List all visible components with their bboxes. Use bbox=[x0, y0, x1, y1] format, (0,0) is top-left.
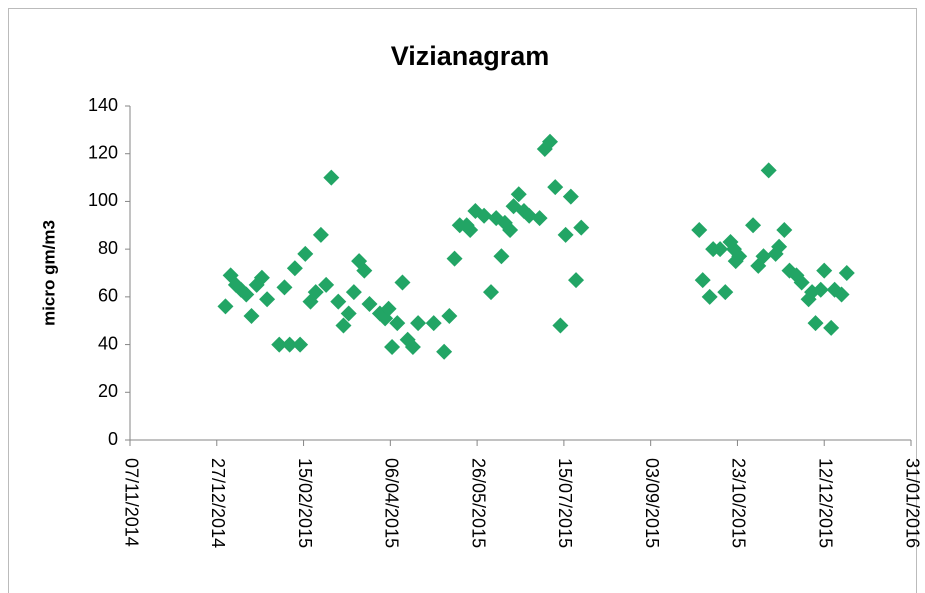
point bbox=[281, 336, 298, 353]
point bbox=[361, 296, 378, 313]
point bbox=[276, 279, 293, 296]
point bbox=[776, 222, 793, 239]
y-tick-label: 20 bbox=[98, 381, 118, 401]
point bbox=[318, 276, 335, 293]
point bbox=[271, 336, 288, 353]
point bbox=[380, 300, 397, 317]
point bbox=[557, 226, 574, 243]
point bbox=[568, 272, 585, 289]
point bbox=[562, 188, 579, 205]
point bbox=[531, 210, 548, 227]
y-tick-label: 100 bbox=[88, 190, 118, 210]
point bbox=[446, 250, 463, 267]
point bbox=[838, 265, 855, 281]
chart-title: Vizianagram bbox=[391, 41, 550, 71]
point bbox=[573, 219, 590, 236]
point bbox=[833, 286, 850, 303]
point bbox=[253, 269, 270, 286]
x-tick-label: 15/07/2015 bbox=[555, 458, 575, 548]
point bbox=[217, 298, 234, 315]
point bbox=[712, 241, 729, 258]
point bbox=[701, 288, 718, 305]
point bbox=[547, 179, 564, 196]
point bbox=[243, 307, 260, 324]
point bbox=[292, 336, 309, 353]
y-tick-label: 0 bbox=[108, 429, 118, 449]
y-tick-label: 120 bbox=[88, 142, 118, 162]
point bbox=[493, 248, 510, 265]
point bbox=[425, 315, 442, 332]
point bbox=[542, 133, 559, 150]
y-tick-label: 60 bbox=[98, 286, 118, 306]
point bbox=[552, 317, 569, 334]
x-tick-label: 06/04/2015 bbox=[382, 458, 402, 548]
point bbox=[510, 186, 527, 203]
point bbox=[410, 315, 427, 332]
point bbox=[307, 284, 324, 301]
point bbox=[286, 260, 303, 277]
y-tick-label: 80 bbox=[98, 238, 118, 258]
x-tick-label: 27/12/2014 bbox=[208, 458, 228, 548]
point bbox=[340, 305, 357, 322]
point bbox=[389, 315, 406, 332]
point bbox=[238, 286, 255, 303]
point bbox=[807, 315, 824, 332]
point bbox=[823, 319, 840, 336]
point bbox=[793, 274, 810, 291]
point bbox=[384, 338, 401, 355]
point bbox=[356, 262, 373, 279]
point bbox=[691, 222, 708, 239]
x-tick-label: 12/12/2015 bbox=[815, 458, 835, 548]
point bbox=[745, 217, 762, 234]
point bbox=[521, 207, 538, 224]
point bbox=[441, 307, 458, 324]
point bbox=[760, 162, 777, 179]
x-tick-label: 31/01/2016 bbox=[902, 458, 922, 548]
point bbox=[462, 222, 479, 239]
point bbox=[404, 338, 421, 355]
point bbox=[731, 248, 748, 265]
x-tick-label: 03/09/2015 bbox=[642, 458, 662, 548]
point bbox=[476, 207, 493, 224]
point bbox=[323, 169, 340, 186]
point bbox=[297, 245, 314, 262]
chart-border bbox=[8, 8, 917, 593]
point bbox=[394, 274, 411, 291]
y-axis-label: micro gm/m3 bbox=[39, 220, 58, 326]
point bbox=[259, 291, 276, 308]
point bbox=[482, 284, 499, 301]
x-tick-label: 23/10/2015 bbox=[729, 458, 749, 548]
y-tick-label: 40 bbox=[98, 333, 118, 353]
point bbox=[330, 293, 347, 310]
point bbox=[812, 281, 829, 298]
point bbox=[717, 284, 734, 301]
point bbox=[816, 262, 833, 279]
x-tick-label: 07/11/2014 bbox=[121, 458, 141, 547]
point bbox=[502, 222, 519, 239]
point bbox=[345, 284, 362, 301]
point bbox=[694, 272, 711, 289]
y-tick-label: 140 bbox=[88, 95, 118, 115]
point bbox=[312, 226, 329, 243]
x-tick-label: 15/02/2015 bbox=[295, 458, 315, 548]
point bbox=[436, 343, 453, 360]
point bbox=[335, 317, 352, 334]
x-tick-label: 26/05/2015 bbox=[468, 458, 488, 548]
point bbox=[771, 238, 788, 255]
point bbox=[755, 248, 772, 265]
